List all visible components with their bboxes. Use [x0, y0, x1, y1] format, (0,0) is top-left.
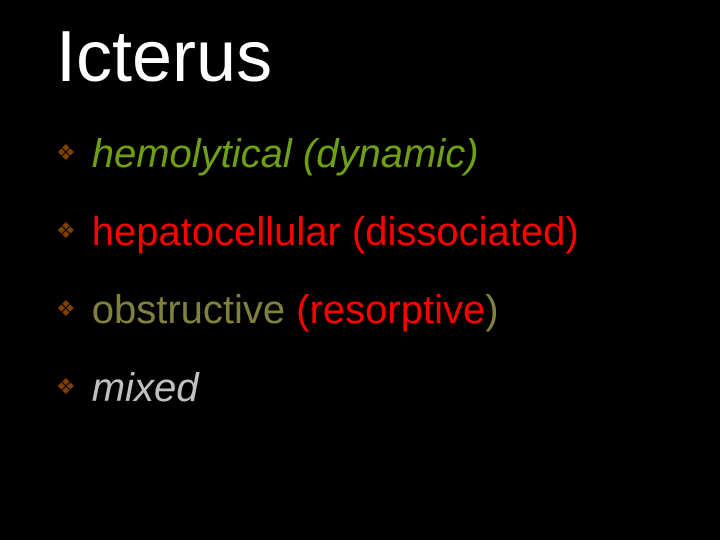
slide-title: Icterus	[56, 20, 664, 96]
text-run: hepatocellular (dissociated)	[92, 210, 579, 254]
slide: Icterus ❖ hemolytical (dynamic) ❖ hepatocel…	[0, 0, 720, 540]
bullet-list: ❖ hemolytical (dynamic) ❖ hepatocellular (d…	[56, 130, 664, 412]
list-item: ❖ hepatocellular (dissociated)	[56, 208, 664, 256]
diamond-bullet-icon: ❖	[56, 140, 76, 166]
list-item: ❖ obstructive (resorptive)	[56, 286, 664, 334]
list-item-text: hepatocellular (dissociated)	[92, 208, 579, 256]
list-item: ❖ mixed	[56, 364, 664, 412]
text-run: )	[485, 288, 498, 332]
text-run: mixed	[92, 366, 199, 410]
text-run: hemolytical (dynamic)	[92, 132, 479, 176]
diamond-bullet-icon: ❖	[56, 374, 76, 400]
text-run: (resorptive	[296, 288, 485, 332]
text-run: obstructive	[92, 288, 297, 332]
list-item: ❖ hemolytical (dynamic)	[56, 130, 664, 178]
list-item-text: mixed	[92, 364, 199, 412]
list-item-text: hemolytical (dynamic)	[92, 130, 479, 178]
diamond-bullet-icon: ❖	[56, 296, 76, 322]
diamond-bullet-icon: ❖	[56, 218, 76, 244]
list-item-text: obstructive (resorptive)	[92, 286, 499, 334]
